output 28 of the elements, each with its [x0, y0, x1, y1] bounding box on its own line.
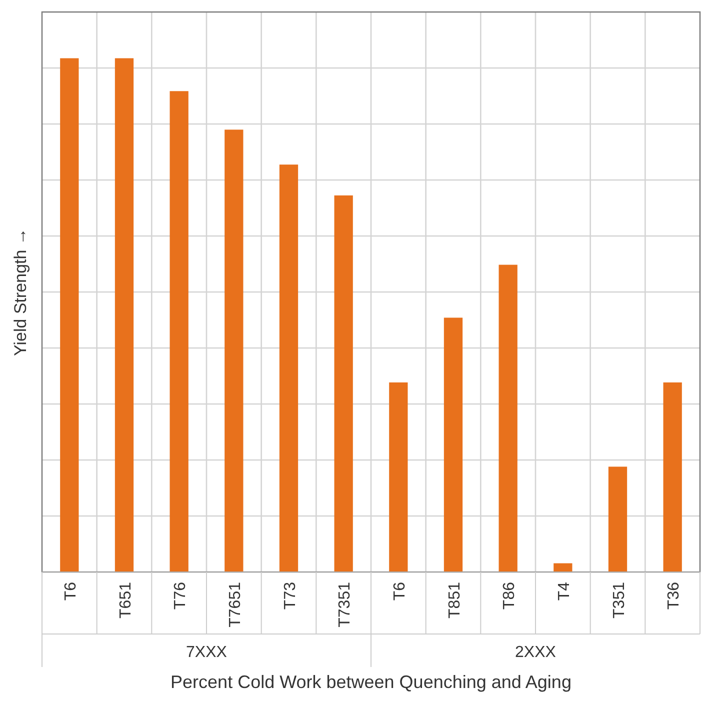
bar — [608, 466, 628, 572]
bar — [279, 164, 298, 572]
bar — [170, 91, 188, 572]
x-tick-label: T351 — [610, 582, 628, 618]
bar — [60, 58, 79, 572]
bar — [498, 264, 518, 572]
x-tick-label: T6 — [391, 582, 408, 601]
bar — [114, 58, 134, 572]
bar — [334, 195, 353, 572]
x-tick-label: T851 — [446, 582, 464, 618]
y-axis-title: Yield Strength → — [11, 228, 30, 356]
x-tick-label: T7351 — [336, 582, 354, 628]
x-tick-label: T86 — [501, 582, 518, 610]
x-tick-label: T6 — [62, 582, 80, 601]
x-tick-label: T651 — [117, 582, 134, 618]
x-tick-label: T4 — [556, 582, 573, 601]
x-tick-label: T7651 — [226, 582, 244, 628]
bar — [663, 382, 682, 572]
bar — [389, 382, 408, 572]
x-tick-label: T36 — [666, 582, 683, 610]
bar — [554, 563, 572, 572]
x-axis-title: Percent Cold Work between Quenching and Aging — [170, 672, 572, 692]
text: 7XXX — [186, 644, 228, 661]
x-tick-label: T73 — [282, 582, 299, 610]
x-tick-label: T76 — [172, 582, 190, 610]
text: 2XXX — [515, 644, 556, 661]
bar — [444, 318, 463, 572]
bar — [224, 130, 244, 572]
